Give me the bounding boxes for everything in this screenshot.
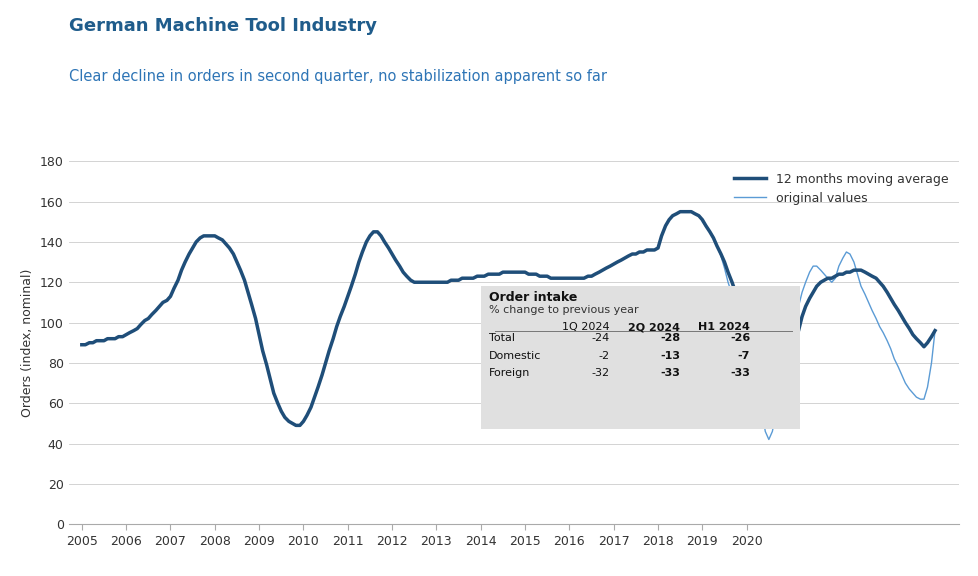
Y-axis label: Orders (index, nominal): Orders (index, nominal) xyxy=(22,268,34,417)
Text: % change to previous year: % change to previous year xyxy=(488,305,638,315)
Text: -26: -26 xyxy=(730,334,749,343)
Legend: 12 months moving average, original values: 12 months moving average, original value… xyxy=(729,168,953,210)
Text: Domestic: Domestic xyxy=(488,351,541,361)
Text: -33: -33 xyxy=(730,368,749,378)
Text: -32: -32 xyxy=(591,368,609,378)
Text: -2: -2 xyxy=(599,351,609,361)
Text: -33: -33 xyxy=(659,368,680,378)
Text: H1 2024: H1 2024 xyxy=(697,323,749,332)
Text: 1Q 2024: 1Q 2024 xyxy=(561,323,609,332)
Text: Order intake: Order intake xyxy=(488,291,576,304)
Text: Clear decline in orders in second quarter, no stabilization apparent so far: Clear decline in orders in second quarte… xyxy=(68,69,606,84)
Text: -13: -13 xyxy=(659,351,680,361)
Text: German Machine Tool Industry: German Machine Tool Industry xyxy=(68,17,377,35)
Text: Foreign: Foreign xyxy=(488,368,529,378)
Text: -24: -24 xyxy=(591,334,609,343)
Text: 2Q 2024: 2Q 2024 xyxy=(628,323,680,332)
Text: -7: -7 xyxy=(737,351,749,361)
Text: Total: Total xyxy=(488,334,514,343)
Text: -28: -28 xyxy=(659,334,680,343)
